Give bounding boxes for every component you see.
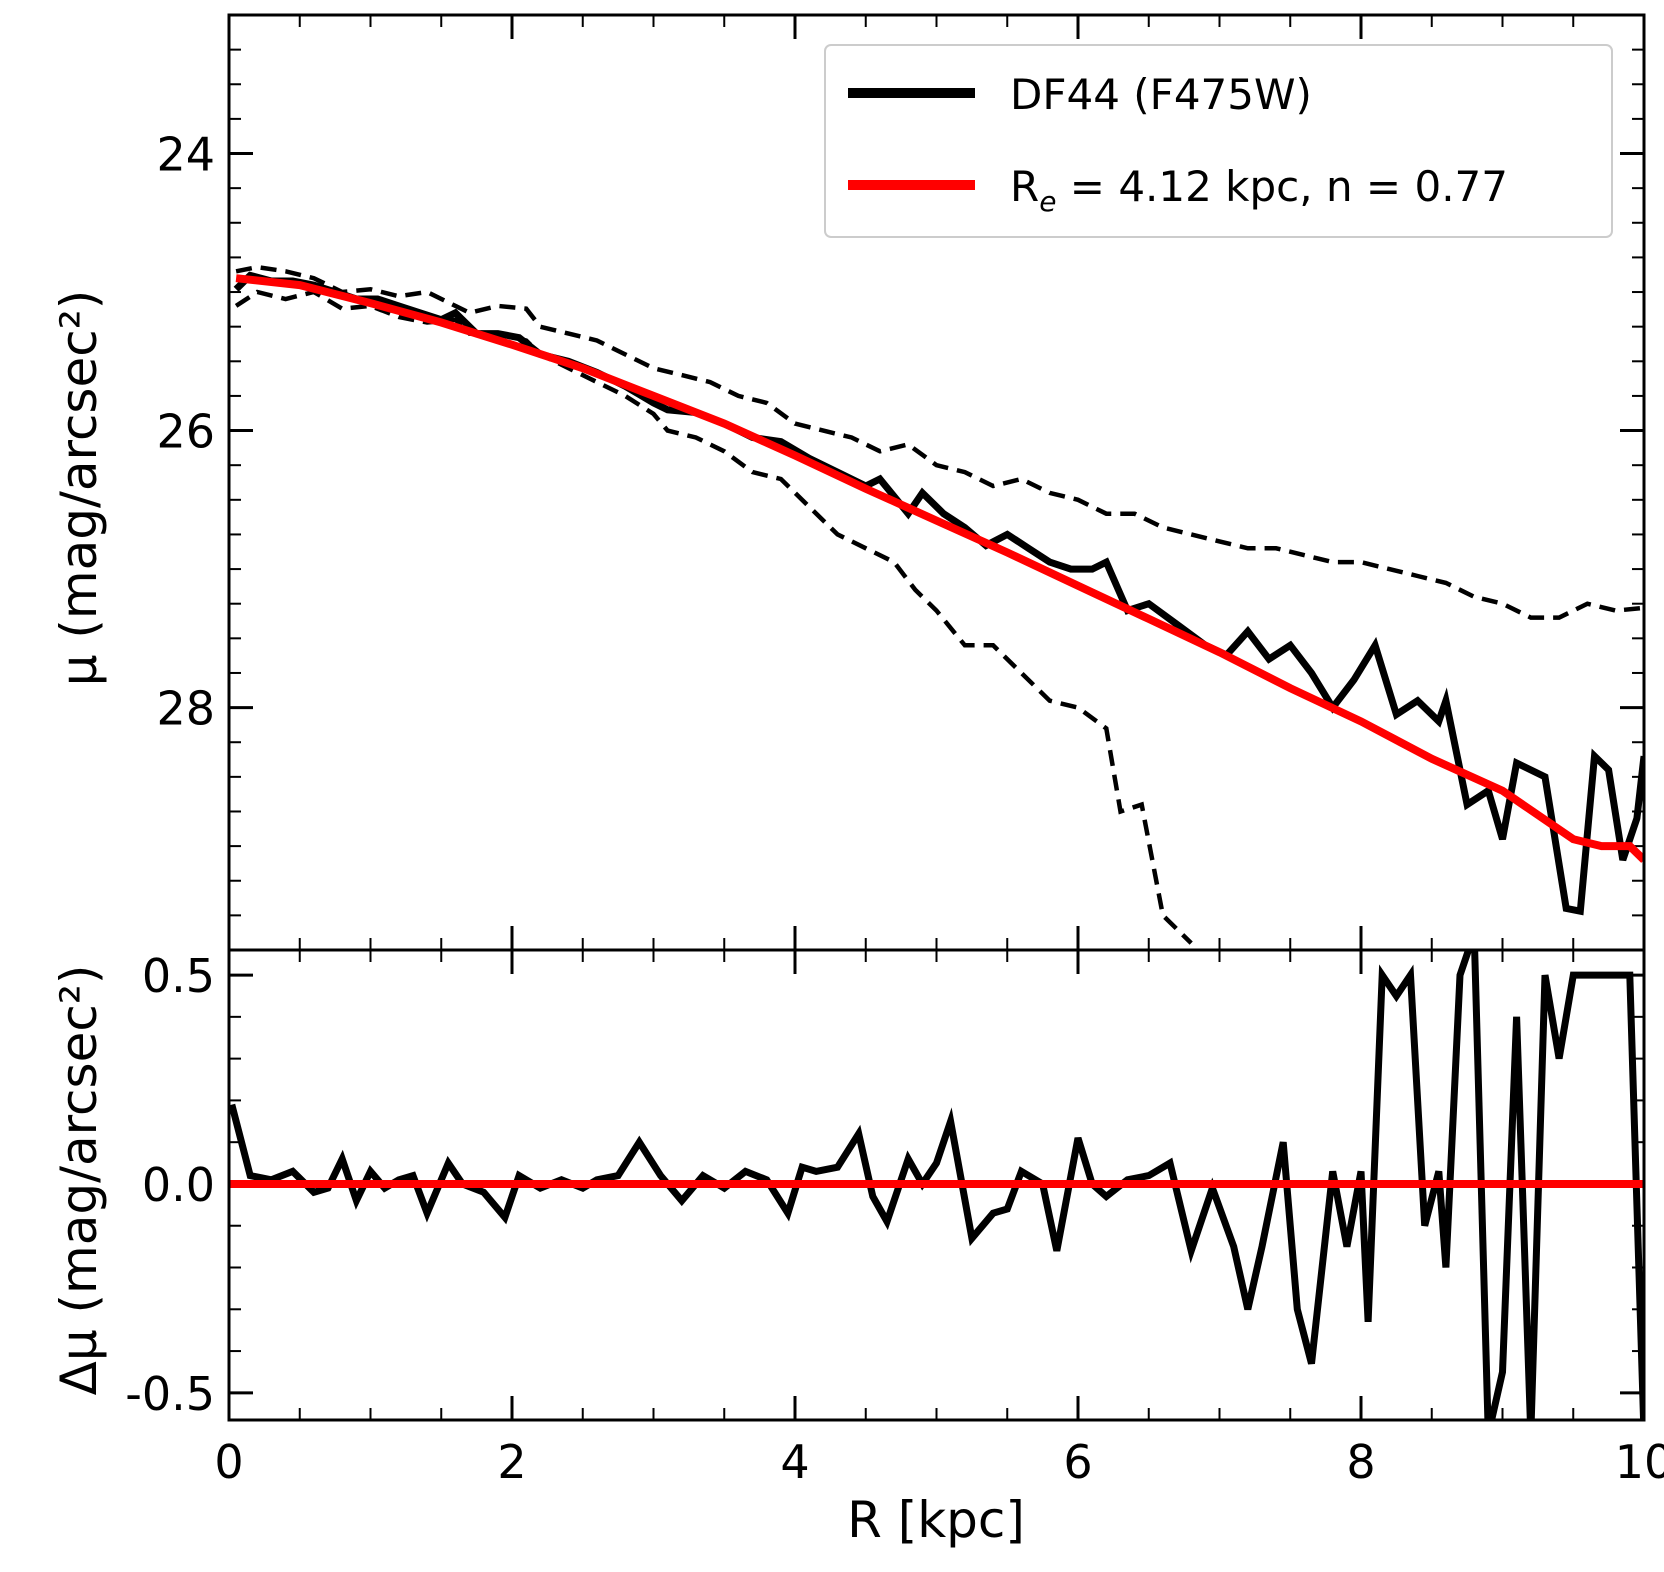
- x-tick-label: 0: [214, 1435, 243, 1489]
- legend-label-fit: Re = 4.12 kpc, n = 0.77: [1010, 162, 1508, 218]
- x-tick-label: 2: [497, 1435, 526, 1489]
- top-tick-labels: 24 26 28: [156, 128, 215, 736]
- x-axis-label: R [kpc]: [847, 1491, 1025, 1549]
- top-y-tick-label: 26: [156, 405, 215, 459]
- bottom-y-tick-label: 0.5: [142, 949, 215, 1003]
- legend-frame: [824, 44, 1613, 238]
- bottom-series: [229, 950, 1644, 1420]
- bottom-y-axis-label: Δμ (mag/arcsec²): [50, 965, 108, 1396]
- top-ticks: [227, 14, 1646, 951]
- bottom-y-tick-label: 0.0: [142, 1158, 215, 1212]
- bottom-panel: 0.5 0.0 -0.5 0 2 4 6 8 10: [125, 948, 1664, 1489]
- top-series-r-e-4-12-kpc-n-0-77: [235, 274, 1644, 863]
- bottom-panel-frame: [227, 948, 1646, 1422]
- top-series: [233, 264, 1644, 945]
- x-tick-label: 4: [780, 1435, 809, 1489]
- top-series-df44-upper: [235, 264, 1644, 620]
- bottom-tick-labels: 0.5 0.0 -0.5 0 2 4 6 8 10: [125, 949, 1664, 1489]
- bottom-y-tick-label: -0.5: [125, 1367, 215, 1421]
- top-y-tick-label: 24: [156, 128, 215, 182]
- top-series-df44-lower: [234, 289, 1193, 945]
- top-y-axis-label: μ (mag/arcsec²): [50, 290, 108, 687]
- x-tick-label: 8: [1346, 1435, 1375, 1489]
- top-y-tick-label: 28: [156, 682, 215, 736]
- x-tick-label: 6: [1063, 1435, 1092, 1489]
- legend-label-df44: DF44 (F475W): [1010, 70, 1312, 119]
- legend: DF44 (F475W) Re = 4.12 kpc, n = 0.77: [824, 44, 1613, 238]
- x-tick-label: 10: [1615, 1435, 1664, 1489]
- top-panel: 24 26 28: [156, 13, 1646, 952]
- top-series-df44-f475w: [233, 271, 1644, 916]
